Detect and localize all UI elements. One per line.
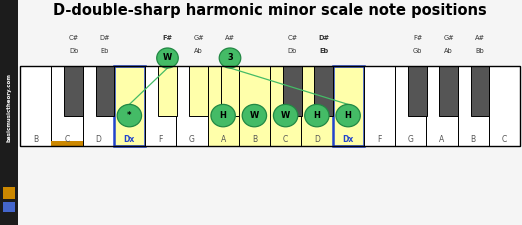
Bar: [301, 66, 333, 146]
Text: C#: C#: [288, 35, 298, 41]
Text: B: B: [252, 135, 257, 144]
Bar: [20, 66, 51, 146]
Text: Eb: Eb: [101, 48, 109, 54]
Text: A: A: [220, 135, 226, 144]
Bar: [440, 66, 458, 116]
Text: W: W: [163, 54, 172, 63]
Text: H: H: [345, 111, 351, 120]
Text: Dx: Dx: [124, 135, 135, 144]
Text: H: H: [313, 111, 321, 120]
Bar: [3, 202, 15, 212]
Text: Db: Db: [288, 48, 297, 54]
Bar: [426, 66, 457, 146]
Text: *: *: [127, 111, 132, 120]
Text: A: A: [439, 135, 445, 144]
Bar: [158, 66, 177, 116]
Text: Eb: Eb: [319, 48, 328, 54]
Bar: [51, 141, 82, 146]
Text: Ab: Ab: [194, 48, 203, 54]
Bar: [239, 66, 270, 146]
Ellipse shape: [242, 104, 267, 127]
Text: Bb: Bb: [476, 48, 484, 54]
Text: C: C: [502, 135, 507, 144]
Text: Bb: Bb: [226, 48, 234, 54]
Text: D-double-sharp harmonic minor scale note positions: D-double-sharp harmonic minor scale note…: [53, 3, 487, 18]
Text: C: C: [283, 135, 288, 144]
Bar: [0, 0, 18, 225]
Text: Ab: Ab: [444, 48, 453, 54]
Bar: [270, 66, 301, 146]
Text: F: F: [377, 135, 382, 144]
Bar: [114, 66, 145, 146]
Text: G#: G#: [443, 35, 454, 41]
Bar: [283, 66, 302, 116]
Text: A#: A#: [225, 35, 235, 41]
Text: basicmusictheory.com: basicmusictheory.com: [6, 74, 11, 142]
Bar: [457, 66, 489, 146]
Text: H: H: [220, 111, 227, 120]
Bar: [489, 66, 520, 146]
Bar: [314, 66, 333, 116]
Bar: [189, 66, 208, 116]
Bar: [20, 66, 520, 146]
Text: A#: A#: [475, 35, 485, 41]
Text: F#: F#: [162, 35, 172, 41]
Text: D: D: [314, 135, 320, 144]
Bar: [145, 66, 176, 146]
Bar: [395, 66, 426, 146]
Text: W: W: [281, 111, 290, 120]
Text: Db: Db: [69, 48, 78, 54]
Bar: [96, 66, 114, 116]
Text: D#: D#: [318, 35, 329, 41]
Text: C#: C#: [69, 35, 79, 41]
Ellipse shape: [305, 104, 329, 127]
Text: G: G: [408, 135, 413, 144]
Bar: [471, 66, 490, 116]
Text: B: B: [470, 135, 476, 144]
Ellipse shape: [211, 104, 235, 127]
Ellipse shape: [117, 104, 141, 127]
Text: Gb: Gb: [162, 48, 173, 54]
Bar: [82, 66, 114, 146]
Text: C: C: [64, 135, 69, 144]
Text: G: G: [189, 135, 195, 144]
Text: F#: F#: [413, 35, 422, 41]
Bar: [364, 66, 395, 146]
Text: B: B: [33, 135, 38, 144]
Text: F: F: [159, 135, 163, 144]
Text: Dx: Dx: [342, 135, 354, 144]
Ellipse shape: [219, 48, 241, 68]
Ellipse shape: [336, 104, 360, 127]
Bar: [221, 66, 240, 116]
Bar: [333, 66, 364, 146]
Text: D#: D#: [100, 35, 110, 41]
Bar: [208, 66, 239, 146]
Bar: [51, 66, 82, 146]
Bar: [408, 66, 427, 116]
Ellipse shape: [274, 104, 298, 127]
Text: G#: G#: [194, 35, 204, 41]
Text: D: D: [95, 135, 101, 144]
Text: Gb: Gb: [413, 48, 422, 54]
Bar: [64, 66, 83, 116]
Bar: [3, 187, 15, 199]
Bar: [176, 66, 208, 146]
Ellipse shape: [157, 48, 179, 68]
Text: W: W: [250, 111, 259, 120]
Text: 3: 3: [227, 54, 233, 63]
